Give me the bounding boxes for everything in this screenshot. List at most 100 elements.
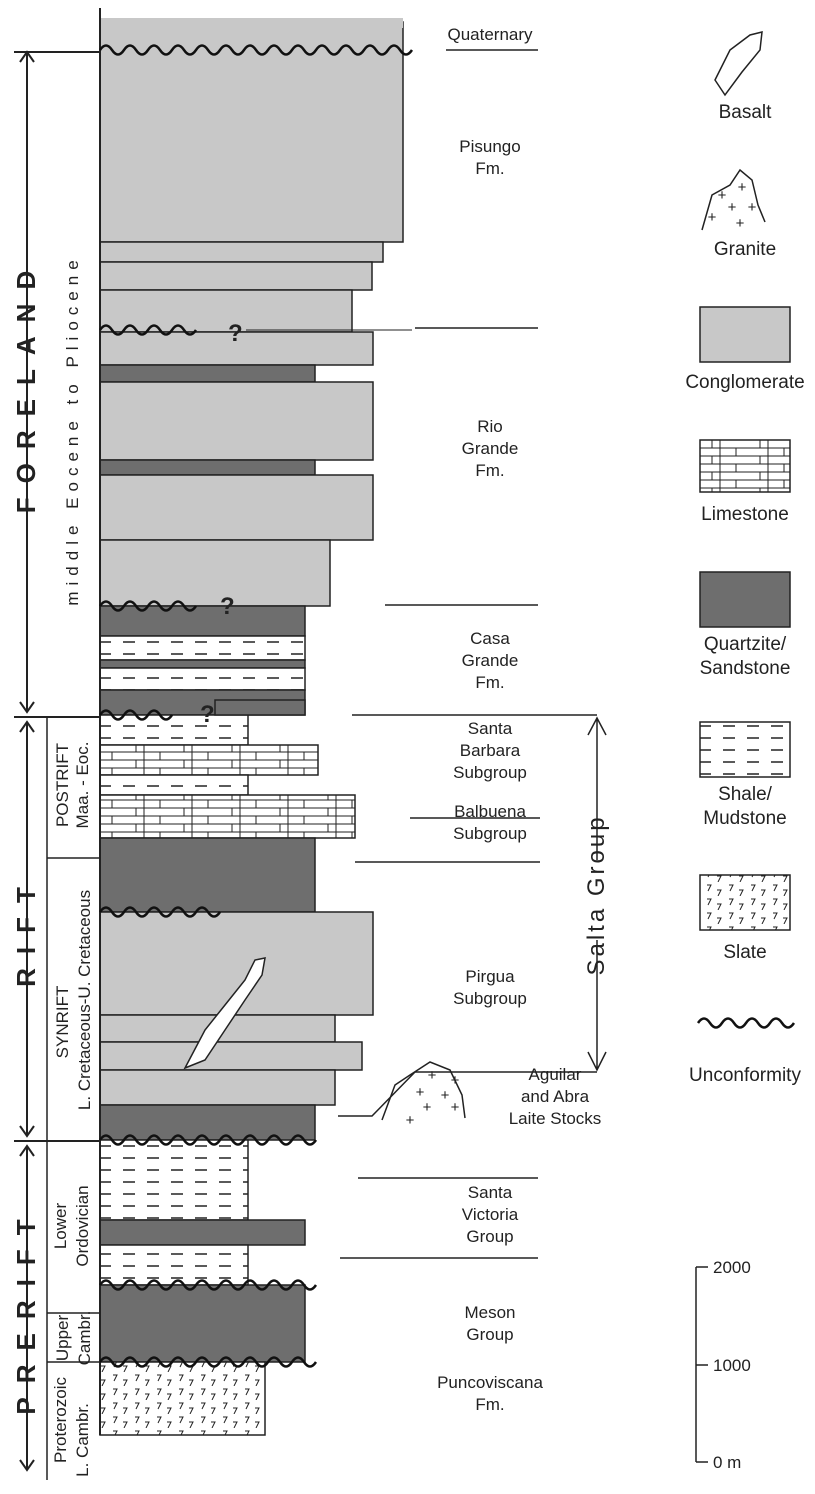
formation-label: Pirgua: [465, 967, 515, 986]
legend-label: Conglomerate: [685, 372, 804, 393]
phase-label: RIFT: [11, 873, 41, 987]
formation-label: Rio: [477, 417, 503, 436]
plus: +: [406, 1112, 415, 1129]
formation-label: Santa: [468, 719, 513, 738]
plus: +: [423, 1099, 432, 1116]
formation-label: Quaternary: [447, 25, 533, 44]
formation-label: Puncoviscana: [437, 1373, 543, 1392]
legend-basalt: [715, 32, 762, 95]
age-label: Maa. - Eoc.: [73, 742, 92, 829]
plus: +: [748, 199, 757, 216]
legend-label: Unconformity: [689, 1065, 801, 1086]
formation-label: Fm.: [475, 673, 504, 692]
formation-label: Grande: [462, 651, 519, 670]
legend-label: Shale/: [718, 784, 773, 805]
layer: [100, 365, 315, 382]
legend-label: Basalt: [719, 102, 773, 123]
scale-bar: [696, 1267, 708, 1462]
scale-label: 2000: [713, 1258, 751, 1277]
stratigraphic-column: ???+++++++QuaternaryPisungoFm.RioGrandeF…: [0, 0, 815, 1489]
layer: [100, 242, 383, 262]
age-label: Lower: [51, 1203, 70, 1250]
layer: [100, 715, 248, 745]
legend-label: Quartzite/: [704, 634, 787, 655]
age-label: Upper: [53, 1315, 72, 1362]
layer: [100, 775, 248, 795]
age-label: SYNRIFT: [53, 986, 72, 1059]
formation-label: Group: [466, 1227, 513, 1246]
layer: [100, 1220, 305, 1245]
formation-label: Subgroup: [453, 989, 527, 1008]
plus: +: [718, 187, 727, 204]
layer: [100, 1070, 335, 1105]
formation-label: Balbuena: [454, 802, 526, 821]
plus: +: [428, 1067, 437, 1084]
question-mark: ?: [200, 701, 215, 728]
age-label: Proterozoic: [51, 1377, 70, 1463]
plus: +: [728, 199, 737, 216]
layer: [100, 660, 305, 668]
formation-label: Aguilar: [529, 1065, 582, 1084]
group-label: Salta Group: [583, 814, 610, 975]
formation-label: Meson: [464, 1303, 515, 1322]
legend-sandstone: [700, 572, 790, 627]
formation-label: Group: [466, 1325, 513, 1344]
plus: +: [451, 1072, 460, 1089]
plus: +: [451, 1099, 460, 1116]
legend-label: Sandstone: [700, 658, 791, 679]
phase-label: FORELAND: [11, 257, 41, 513]
layer: [100, 475, 373, 540]
scale-label: 1000: [713, 1356, 751, 1375]
formation-label: Santa: [468, 1183, 513, 1202]
formation-label: and Abra: [521, 1087, 590, 1106]
sky: [101, 18, 403, 28]
formation-label: Fm.: [475, 1395, 504, 1414]
layer: [100, 1042, 362, 1070]
layer: [100, 636, 305, 660]
legend-label: Mudstone: [703, 808, 786, 829]
formation-label: Laite Stocks: [509, 1109, 602, 1128]
layer: [100, 1362, 265, 1435]
layer: [100, 460, 315, 475]
legend-conglomerate: [700, 307, 790, 362]
layer: [100, 838, 315, 912]
legend-label: Limestone: [701, 504, 789, 525]
plus: +: [441, 1087, 450, 1104]
formation-label: Pisungo: [459, 137, 520, 156]
layer: [100, 606, 305, 636]
formation-label: Victoria: [462, 1205, 519, 1224]
layer: [100, 1245, 248, 1285]
layer: [215, 700, 305, 715]
formation-label: Fm.: [475, 159, 504, 178]
layer: [100, 795, 355, 838]
legend-limestone: [700, 440, 790, 492]
age-label: L. Cretaceous-U. Cretaceous: [75, 890, 94, 1110]
legend-label: Slate: [723, 942, 766, 963]
age-label: Ordovician: [73, 1185, 92, 1266]
unconformity: [698, 1019, 794, 1028]
layer: [100, 668, 305, 690]
layer: [100, 290, 352, 332]
formation-label: Fm.: [475, 461, 504, 480]
layer: [100, 382, 373, 460]
age-label: middle Eocene to Pliocene: [63, 254, 82, 605]
plus: +: [738, 179, 747, 196]
scale-label: 0 m: [713, 1453, 741, 1472]
age-label: Cambr.: [75, 1311, 94, 1366]
phase-label: PRERIFT: [11, 1205, 41, 1414]
formation-label: Casa: [470, 629, 510, 648]
layer: [100, 540, 330, 606]
legend-slate: [700, 875, 790, 930]
age-label: L. Cambr.: [73, 1403, 92, 1477]
formation-label: Subgroup: [453, 763, 527, 782]
age-label: POSTRIFT: [53, 743, 72, 827]
formation-label: Grande: [462, 439, 519, 458]
question-mark: ?: [220, 593, 235, 620]
layer: [100, 745, 318, 775]
formation-label: Subgroup: [453, 824, 527, 843]
formation-label: Barbara: [460, 741, 521, 760]
layer: [100, 1285, 305, 1362]
legend-shale: [700, 722, 790, 777]
layer: [100, 1140, 248, 1220]
question-mark: ?: [228, 320, 243, 347]
